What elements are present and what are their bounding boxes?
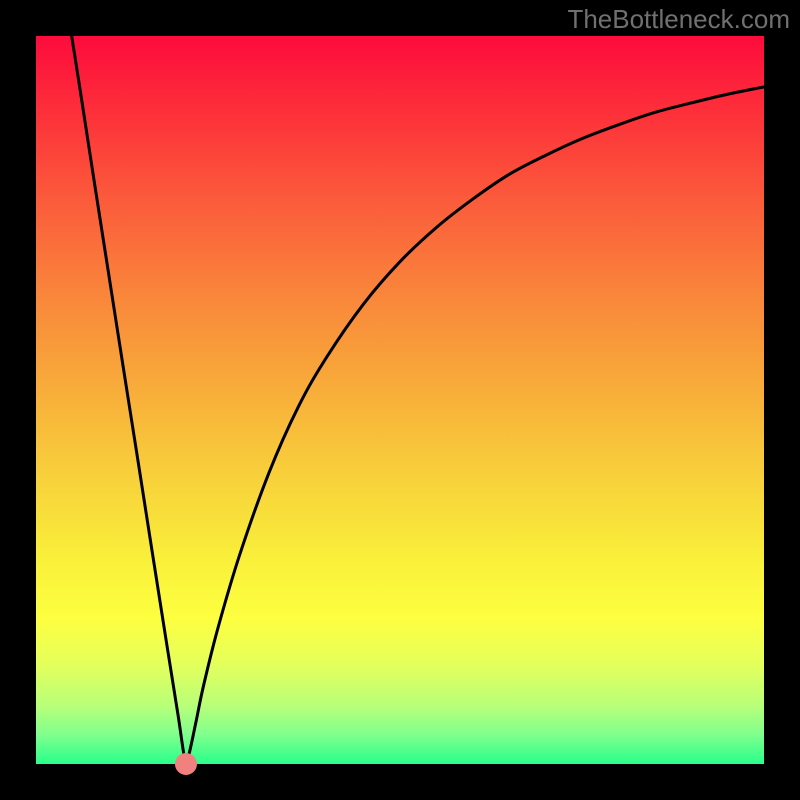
chart-border-bottom: [0, 764, 800, 800]
chart-border-left: [0, 0, 36, 800]
chart-border-right: [764, 0, 800, 800]
chart-container: { "watermark": { "text": "TheBottleneck.…: [0, 0, 800, 800]
watermark-text: TheBottleneck.com: [567, 4, 790, 35]
chart-gradient-background: [36, 36, 764, 764]
